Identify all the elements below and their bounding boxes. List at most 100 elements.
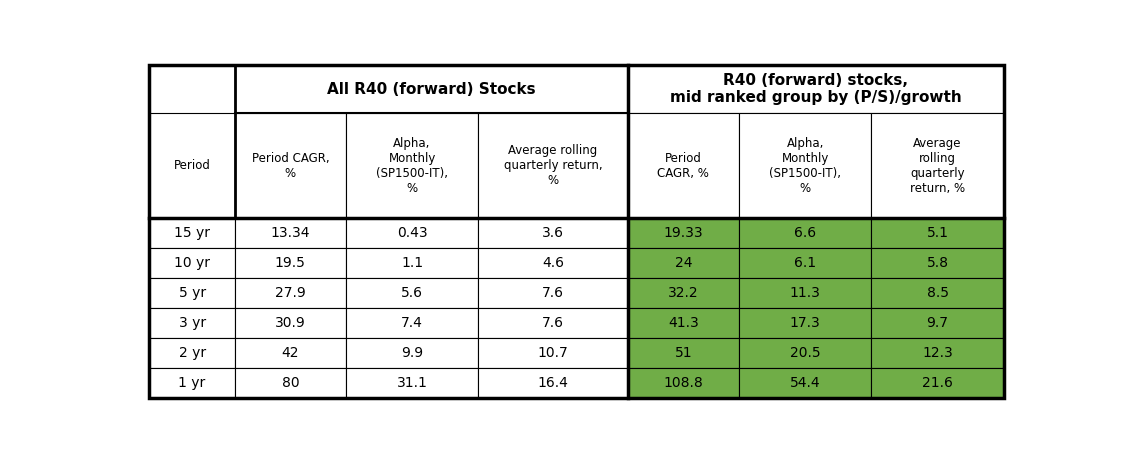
Bar: [150, 65, 235, 218]
Bar: [150, 308, 235, 338]
Text: 20.5: 20.5: [790, 346, 820, 360]
Bar: [345, 218, 478, 248]
Text: 12.3: 12.3: [922, 346, 953, 360]
Text: 5.1: 5.1: [927, 226, 948, 240]
Bar: [345, 368, 478, 398]
Text: 5.6: 5.6: [402, 286, 423, 300]
Bar: [628, 65, 1004, 113]
Bar: [478, 113, 628, 218]
Bar: [150, 218, 235, 248]
Bar: [235, 368, 345, 398]
Bar: [739, 248, 872, 278]
Bar: [628, 338, 739, 368]
Bar: [478, 368, 628, 398]
Bar: [235, 338, 345, 368]
Text: Average rolling
quarterly return,
%: Average rolling quarterly return, %: [504, 144, 602, 187]
Bar: [345, 278, 478, 308]
Bar: [345, 308, 478, 338]
Bar: [478, 218, 628, 248]
Text: 10.7: 10.7: [538, 346, 568, 360]
Text: 5 yr: 5 yr: [179, 286, 206, 300]
Bar: [739, 338, 872, 368]
Text: 41.3: 41.3: [668, 316, 699, 330]
Bar: [872, 338, 1004, 368]
Text: 9.9: 9.9: [400, 346, 423, 360]
Bar: [235, 113, 345, 218]
Bar: [872, 218, 1004, 248]
Text: 8.5: 8.5: [927, 286, 948, 300]
Bar: [235, 308, 345, 338]
Bar: [628, 218, 739, 248]
Bar: [345, 248, 478, 278]
Bar: [628, 308, 739, 338]
Bar: [628, 368, 739, 398]
Bar: [345, 338, 478, 368]
Text: 0.43: 0.43: [397, 226, 428, 240]
Text: 4.6: 4.6: [542, 256, 564, 270]
Text: 13.34: 13.34: [271, 226, 311, 240]
Text: Alpha,
Monthly
(SP1500-IT),
%: Alpha, Monthly (SP1500-IT), %: [376, 137, 448, 195]
Text: 7.6: 7.6: [542, 286, 564, 300]
Bar: [872, 278, 1004, 308]
Text: 21.6: 21.6: [922, 376, 953, 390]
Bar: [235, 278, 345, 308]
Text: 3.6: 3.6: [542, 226, 564, 240]
Text: 42: 42: [281, 346, 299, 360]
Bar: [235, 65, 628, 113]
Bar: [150, 368, 235, 398]
Bar: [739, 113, 872, 218]
Text: 2 yr: 2 yr: [179, 346, 206, 360]
Text: 17.3: 17.3: [790, 316, 820, 330]
Bar: [872, 248, 1004, 278]
Bar: [150, 338, 235, 368]
Text: 6.1: 6.1: [794, 256, 816, 270]
Text: Average
rolling
quarterly
return, %: Average rolling quarterly return, %: [910, 137, 965, 195]
Text: 1 yr: 1 yr: [179, 376, 206, 390]
Text: 11.3: 11.3: [790, 286, 820, 300]
Text: R40 (forward) stocks,
mid ranked group by (P/S)/growth: R40 (forward) stocks, mid ranked group b…: [669, 73, 962, 106]
Text: 15 yr: 15 yr: [174, 226, 210, 240]
Text: 7.4: 7.4: [402, 316, 423, 330]
Bar: [872, 308, 1004, 338]
Text: 7.6: 7.6: [542, 316, 564, 330]
Text: 10 yr: 10 yr: [174, 256, 210, 270]
Text: Period
CAGR, %: Period CAGR, %: [657, 152, 709, 180]
Bar: [478, 308, 628, 338]
Text: 32.2: 32.2: [668, 286, 699, 300]
Bar: [739, 278, 872, 308]
Bar: [478, 338, 628, 368]
Bar: [478, 248, 628, 278]
Text: Period: Period: [173, 159, 210, 172]
Text: 27.9: 27.9: [274, 286, 306, 300]
Bar: [739, 308, 872, 338]
Bar: [628, 278, 739, 308]
Text: 19.5: 19.5: [274, 256, 306, 270]
Bar: [872, 113, 1004, 218]
Text: Period CAGR,
%: Period CAGR, %: [252, 152, 330, 180]
Text: 108.8: 108.8: [664, 376, 703, 390]
Bar: [872, 368, 1004, 398]
Text: 16.4: 16.4: [538, 376, 568, 390]
Text: 3 yr: 3 yr: [179, 316, 206, 330]
Text: 80: 80: [281, 376, 299, 390]
Text: 1.1: 1.1: [400, 256, 423, 270]
Bar: [150, 278, 235, 308]
Bar: [150, 113, 235, 218]
Text: 5.8: 5.8: [927, 256, 948, 270]
Text: All R40 (forward) Stocks: All R40 (forward) Stocks: [327, 82, 536, 97]
Bar: [628, 113, 739, 218]
Bar: [150, 248, 235, 278]
Text: 19.33: 19.33: [664, 226, 703, 240]
Text: Alpha,
Monthly
(SP1500-IT),
%: Alpha, Monthly (SP1500-IT), %: [770, 137, 842, 195]
Bar: [235, 218, 345, 248]
Bar: [628, 248, 739, 278]
Text: 6.6: 6.6: [794, 226, 816, 240]
Bar: [345, 113, 478, 218]
Text: 51: 51: [675, 346, 692, 360]
Text: 30.9: 30.9: [274, 316, 306, 330]
Bar: [739, 218, 872, 248]
Bar: [235, 248, 345, 278]
Text: 9.7: 9.7: [927, 316, 948, 330]
Text: 54.4: 54.4: [790, 376, 820, 390]
Text: 31.1: 31.1: [397, 376, 428, 390]
